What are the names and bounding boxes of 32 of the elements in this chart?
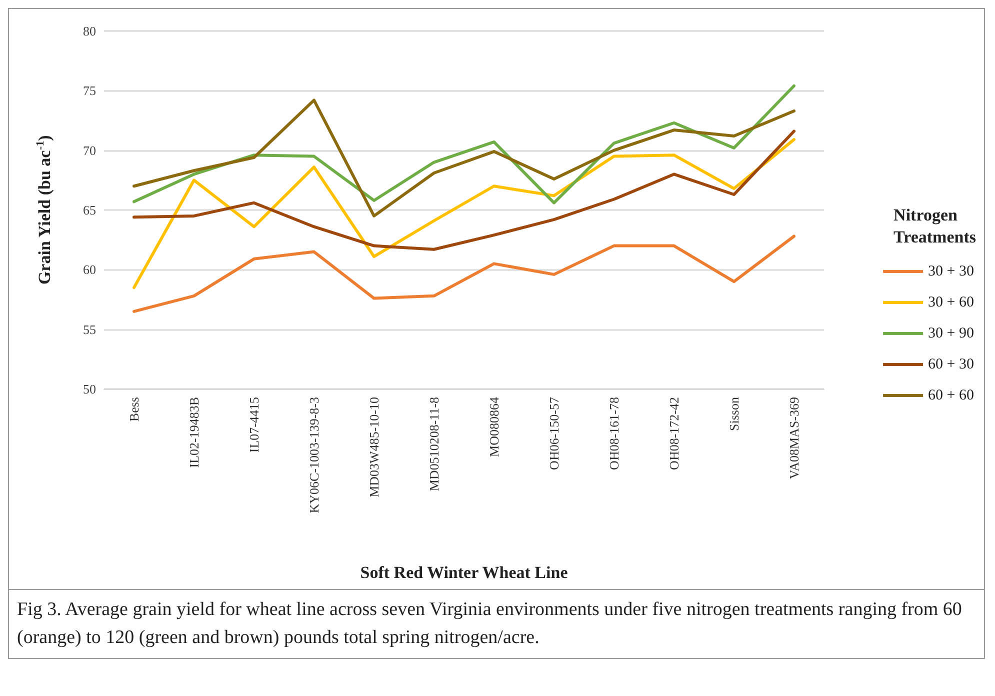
x-tick-label: MD0510208-11-8 [426, 397, 442, 492]
y-tick-label: 75 [83, 83, 96, 98]
x-tick-label: IL02-19483B [186, 396, 202, 468]
y-tick-label: 60 [83, 262, 96, 278]
y-tick-label: 70 [83, 142, 96, 158]
x-tick-label: OH08-161-78 [606, 397, 622, 470]
line-series [132, 130, 796, 251]
y-tick-label: 80 [83, 24, 96, 38]
y-tick-label: 50 [83, 382, 96, 396]
y-tick-label: 55 [83, 322, 96, 337]
legend-title: Nitrogen Treatments [894, 206, 976, 246]
legend-label: 30 + 30 [928, 264, 974, 280]
x-tick-label: IL07-4415 [246, 397, 262, 453]
x-tick-label: MD03W485-10-10 [366, 397, 382, 498]
line-series [132, 138, 796, 290]
line-series [132, 98, 796, 218]
x-axis-title: Soft Red Winter Wheat Line [360, 563, 568, 582]
caption: Fig 3. Average grain yield for wheat line across seven Virginia environments under five nitrogen treatments ranging from 60 (orange) to 120 (green and brown) pounds total spring nitrogen/acre. [9, 589, 984, 658]
y-axis-title: Grain Yield (bu ac-1) [34, 135, 54, 285]
x-tick-label: VA08MAS-369 [786, 397, 802, 480]
line-series [132, 234, 796, 313]
y-tick-label: 65 [83, 202, 96, 218]
legend-label: 30 + 60 [928, 294, 974, 310]
x-tick-label: KY06C-1003-139-8-3 [306, 397, 322, 514]
x-tick-label: Sisson [726, 396, 742, 431]
legend-label: 60 + 60 [928, 388, 974, 404]
x-tick-label: OH06-150-57 [546, 396, 562, 470]
legend-label: 60 + 30 [928, 356, 974, 372]
legend-label: 30 + 90 [928, 326, 974, 342]
x-tick-label: Bess [126, 397, 142, 422]
x-tick-label: OH08-172-42 [666, 397, 682, 470]
x-tick-label: MO080864 [486, 396, 502, 457]
